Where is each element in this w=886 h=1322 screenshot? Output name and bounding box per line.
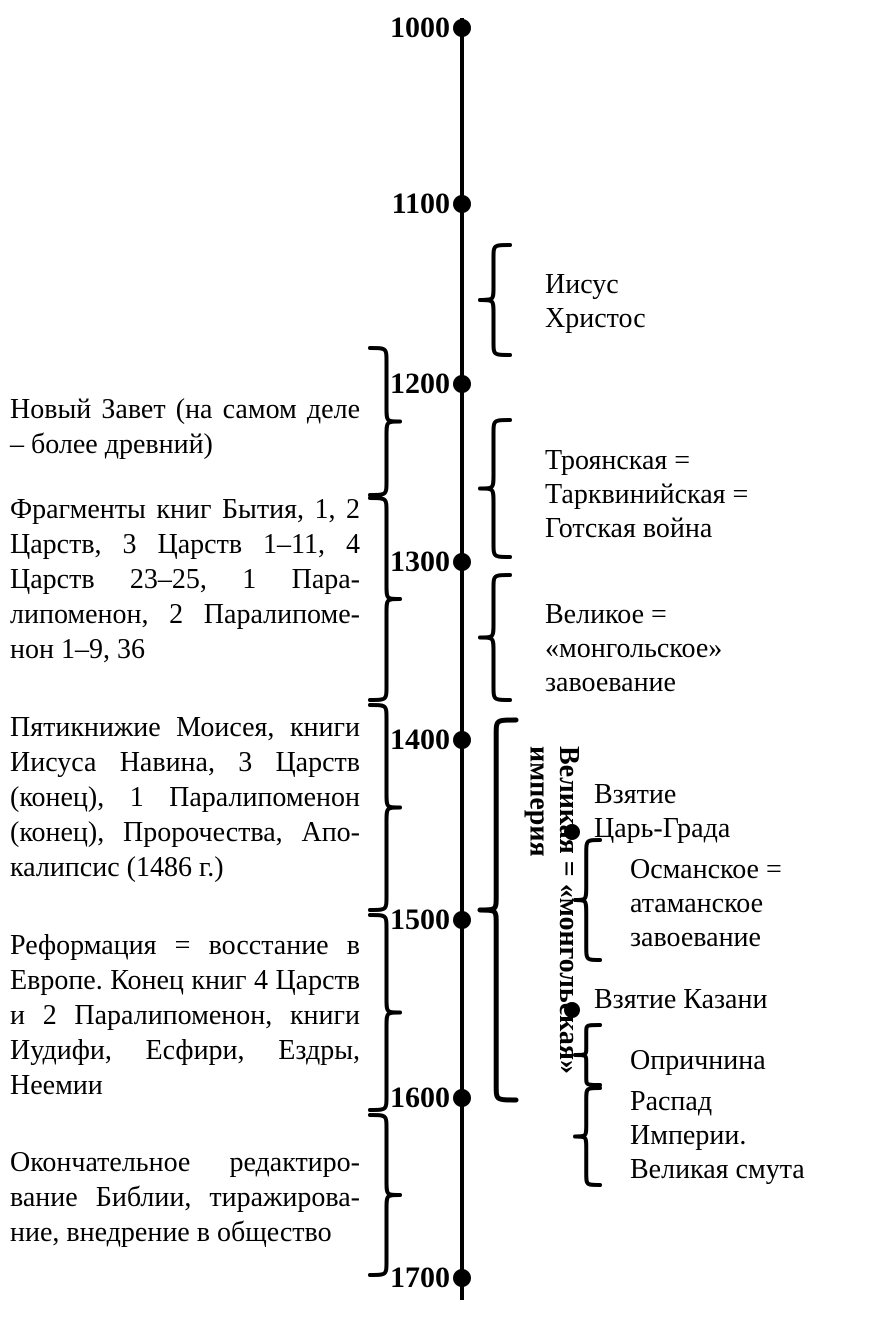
mongol-empire-label: Великая = «монгольская» империя — [524, 746, 583, 1074]
event-dot-tsargrad — [564, 824, 580, 840]
timeline-diagram: 10001100120013001400150016001700Новый За… — [0, 0, 886, 1322]
event-label-kazan: Взятие Казани — [594, 983, 767, 1017]
event-label-tsargrad: Взятие Царь-Града — [594, 778, 730, 846]
curly-brace — [0, 0, 886, 1322]
event-dot-kazan — [564, 1002, 580, 1018]
